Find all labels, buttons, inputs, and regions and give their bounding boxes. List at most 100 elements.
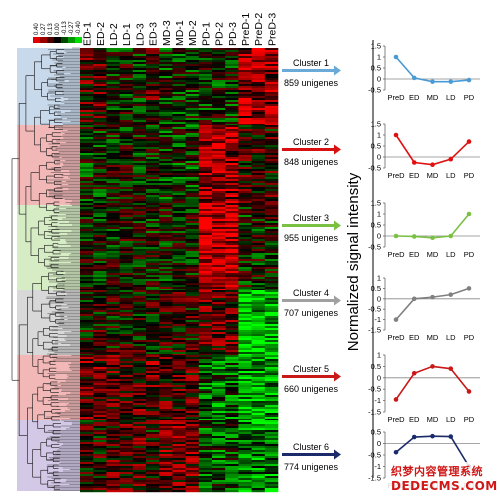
heatmap-cell	[225, 243, 239, 246]
plot-y-tick-label: -1	[374, 396, 381, 405]
plot-x-tick-label: PreD	[387, 333, 405, 342]
heatmap-cell	[132, 338, 147, 341]
heatmap-cell	[172, 187, 186, 190]
heatmap-cell	[198, 82, 213, 85]
heatmap-cell	[159, 153, 173, 156]
heatmap-cell	[159, 381, 173, 384]
heatmap-cell	[146, 229, 160, 232]
heatmap-cell	[238, 263, 252, 266]
heatmap-cell	[264, 454, 279, 457]
heatmap-cell	[212, 316, 226, 319]
heatmap-cell	[146, 265, 160, 268]
heatmap-cell	[159, 346, 173, 349]
plot-y-tick-label: 0.5	[371, 362, 381, 371]
heatmap-cell	[132, 92, 147, 95]
heatmap-cell	[159, 304, 173, 307]
heatmap-cell	[146, 334, 160, 337]
heatmap-cell	[225, 428, 239, 431]
heatmap-cell	[132, 480, 147, 483]
heatmap-cell	[238, 255, 252, 258]
heatmap-cell	[264, 322, 279, 325]
heatmap-cell	[106, 104, 120, 107]
heatmap-cell	[93, 54, 107, 57]
heatmap-cell	[80, 239, 94, 242]
heatmap-cell	[132, 350, 147, 353]
heatmap-cell	[225, 185, 239, 188]
heatmap-cell	[238, 322, 252, 325]
heatmap-cell	[132, 393, 147, 396]
heatmap-cell	[172, 48, 186, 51]
heatmap-cell	[185, 183, 200, 186]
heatmap-cell	[93, 377, 107, 380]
heatmap-cell	[172, 213, 186, 216]
heatmap-cell	[106, 336, 120, 339]
heatmap-cell	[198, 189, 213, 192]
heatmap-cell	[80, 346, 94, 349]
heatmap-cell	[212, 361, 226, 364]
heatmap-cell	[172, 326, 186, 329]
heatmap-cell	[80, 474, 94, 477]
heatmap-cell	[159, 127, 173, 130]
heatmap-cell	[172, 120, 186, 123]
heatmap-cell	[106, 116, 120, 119]
heatmap-cell	[119, 446, 134, 449]
plot-data-point	[448, 434, 454, 439]
heatmap-cell	[119, 334, 134, 337]
heatmap-cell	[106, 209, 120, 212]
heatmap-cell	[93, 211, 107, 214]
heatmap-cell	[251, 468, 266, 471]
heatmap-cell	[93, 454, 107, 457]
heatmap-cell	[93, 251, 107, 254]
heatmap-cell	[238, 48, 252, 51]
heatmap-cell	[198, 263, 213, 266]
scale-swatch	[61, 37, 68, 43]
heatmap-cell	[159, 94, 173, 97]
cluster-arrow-shaft	[282, 224, 334, 227]
heatmap-cell	[264, 344, 279, 347]
heatmap-cell	[106, 157, 120, 160]
heatmap-cell	[185, 279, 200, 282]
heatmap-cell	[93, 444, 107, 447]
heatmap-cell	[93, 155, 107, 158]
heatmap-cell	[198, 96, 213, 99]
heatmap-cell	[132, 413, 147, 416]
heatmap-cell	[185, 78, 200, 81]
heatmap-cell	[119, 199, 134, 202]
heatmap-cell	[80, 359, 94, 362]
heatmap-cell	[172, 302, 186, 305]
heatmap-cell	[238, 225, 252, 228]
heatmap-cell	[132, 129, 147, 132]
heatmap-cell	[251, 344, 266, 347]
heatmap-cell	[80, 470, 94, 473]
heatmap-cell	[146, 277, 160, 280]
heatmap-cell	[264, 96, 279, 99]
heatmap-cell	[185, 171, 200, 174]
heatmap-cell	[132, 231, 147, 234]
heatmap-cell	[185, 444, 200, 447]
heatmap-cell	[212, 197, 226, 200]
heatmap-cell	[212, 217, 226, 220]
heatmap-cell	[106, 122, 120, 125]
heatmap-cell	[212, 454, 226, 457]
heatmap-cell	[106, 379, 120, 382]
heatmap-cell	[159, 173, 173, 176]
heatmap-cell	[159, 147, 173, 150]
heatmap-cell	[106, 373, 120, 376]
heatmap-cell	[106, 359, 120, 362]
heatmap-cell	[132, 247, 147, 250]
heatmap-cell	[159, 460, 173, 463]
heatmap-cell	[172, 405, 186, 408]
heatmap-cell	[212, 185, 226, 188]
heatmap-cell	[80, 413, 94, 416]
heatmap-cell	[185, 334, 200, 337]
heatmap-cell	[212, 78, 226, 81]
heatmap-cell	[159, 324, 173, 327]
heatmap-cell	[106, 169, 120, 172]
heatmap-cell	[251, 86, 266, 89]
heatmap-cell	[146, 415, 160, 418]
heatmap-cell	[119, 108, 134, 111]
heatmap-cell	[238, 187, 252, 190]
heatmap-cell	[198, 332, 213, 335]
heatmap-cell	[172, 424, 186, 427]
heatmap-cell	[172, 365, 186, 368]
